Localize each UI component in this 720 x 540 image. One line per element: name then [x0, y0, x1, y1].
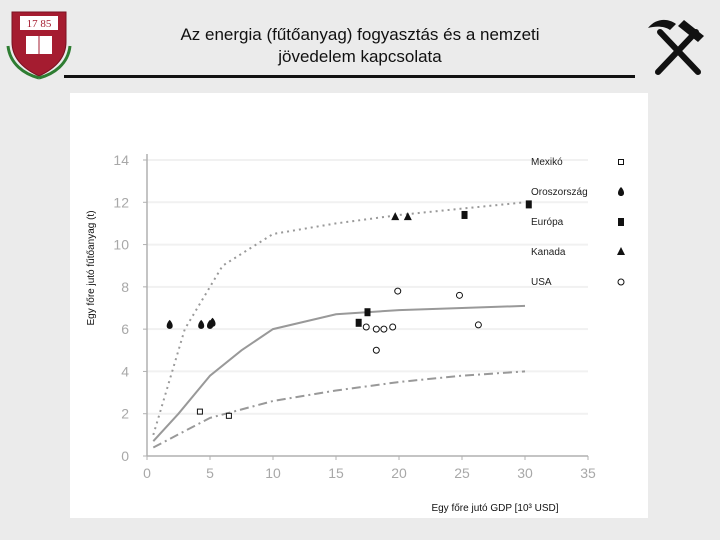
trend-line-dotted	[152, 201, 526, 436]
hammer-and-pick-icon	[648, 19, 704, 75]
data-point-series2-3	[525, 200, 532, 209]
legend-label-1: Oroszország	[531, 187, 588, 198]
data-point-series4-0	[362, 323, 370, 331]
legend-label-4: USA	[531, 277, 552, 288]
legend-label-2: Európa	[531, 217, 564, 228]
data-point-series4-2	[380, 325, 388, 333]
crest-year: 17 85	[27, 18, 52, 30]
legend-marker-0	[618, 159, 624, 165]
data-point-series1-1	[198, 319, 205, 329]
legend-marker-3	[617, 247, 625, 255]
data-point-series2-1	[364, 308, 371, 317]
data-point-series0-0	[196, 408, 203, 415]
data-point-series1-3	[209, 317, 216, 327]
data-point-series2-0	[355, 318, 362, 327]
x-tick-label-20: 20	[391, 465, 407, 481]
x-tick-label-30: 30	[517, 465, 533, 481]
data-point-series1-0	[166, 319, 173, 329]
data-point-series4-1	[372, 325, 380, 333]
legend-label-3: Kanada	[531, 247, 566, 258]
legend-marker-4	[617, 278, 625, 286]
x-tick-label-35: 35	[580, 465, 596, 481]
legend-marker-2	[618, 218, 624, 226]
slide-title: Az energia (fűtőanyag) fogyasztás és a n…	[110, 24, 610, 68]
y-tick-label-0: 0	[121, 448, 129, 464]
x-tick-label-10: 10	[265, 465, 281, 481]
title-line-2: jövedelem kapcsolata	[278, 47, 442, 66]
y-tick-label-2: 2	[121, 406, 129, 422]
data-point-series4-4	[394, 287, 402, 295]
trend-line-solid	[152, 304, 526, 442]
data-point-series4-5	[455, 291, 463, 299]
legend-marker-1	[618, 187, 624, 196]
data-point-series3-1	[403, 212, 412, 221]
data-point-series4-7	[372, 346, 380, 354]
data-point-series3-0	[391, 212, 400, 221]
title-line-1: Az energia (fűtőanyag) fogyasztás és a n…	[180, 25, 540, 44]
x-tick-label-5: 5	[206, 465, 214, 481]
university-crest-logo: 17 85	[6, 11, 72, 80]
legend-label-0: Mexikó	[531, 157, 563, 168]
x-tick-label-25: 25	[454, 465, 470, 481]
trend-line-dash-dot	[152, 370, 526, 449]
data-point-series4-3	[389, 323, 397, 331]
y-tick-label-6: 6	[121, 321, 129, 337]
chart-panel: 0 2 4 6 8 10 12 14 0 5 10 15 20 25 30 35 Egy főre jutó f…	[70, 93, 648, 518]
y-tick-label-4: 4	[121, 363, 129, 379]
y-axis-title: Egy főre jutó fűtőanyag (t)	[86, 210, 97, 325]
title-divider	[64, 75, 635, 78]
x-tick-label-15: 15	[328, 465, 344, 481]
scatter-chart: 0 2 4 6 8 10 12 14 0 5 10 15 20 25 30 35 Egy főre jutó f…	[86, 152, 625, 514]
y-tick-label-10: 10	[113, 237, 129, 253]
x-axis-title: Egy főre jutó GDP [10³ USD]	[431, 503, 558, 514]
y-tick-label-8: 8	[121, 279, 129, 295]
y-tick-label-12: 12	[113, 194, 129, 210]
y-tick-label-14: 14	[113, 152, 129, 168]
data-point-series2-2	[461, 210, 468, 219]
data-point-series4-6	[474, 321, 482, 329]
x-tick-label-0: 0	[143, 465, 151, 481]
data-point-series0-1	[225, 412, 232, 419]
